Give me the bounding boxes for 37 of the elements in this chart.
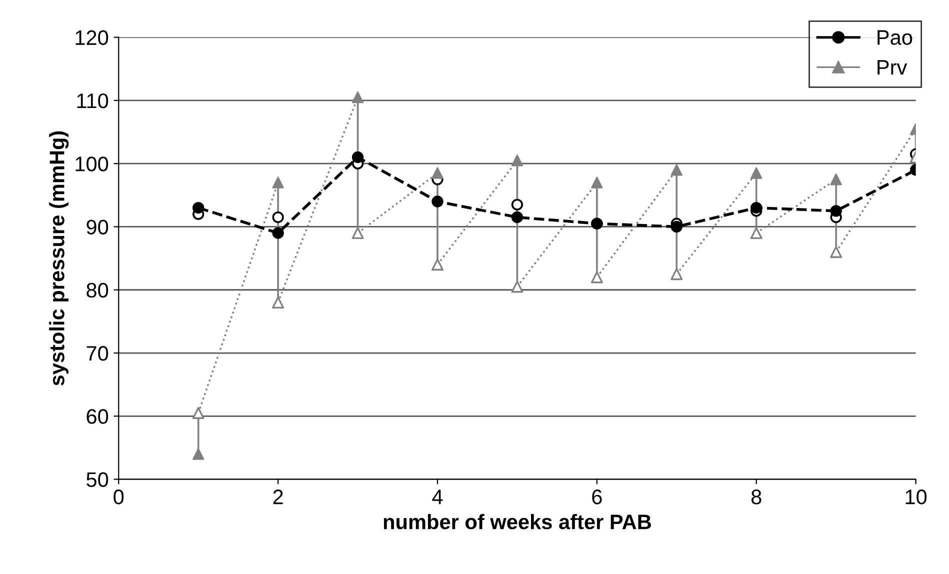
point (272, 176, 284, 188)
point (272, 211, 284, 224)
y-tick-label: 100 (76, 156, 108, 172)
x-axis-title: number of weeks after PAB (384, 514, 651, 530)
point (511, 198, 524, 210)
x-tick-label: 8 (751, 490, 762, 504)
point (432, 167, 444, 179)
y-tick-label: 120 (76, 30, 108, 46)
x-tick-label: 10 (906, 490, 927, 504)
y-tick-label: 90 (86, 220, 108, 234)
point (352, 91, 364, 104)
point (192, 202, 204, 214)
x-tick-label: 4 (432, 490, 443, 504)
point (432, 196, 444, 208)
legend-label: Prv (878, 60, 908, 74)
point (830, 174, 842, 186)
x-tick-label: 0 (114, 490, 124, 504)
point (670, 220, 682, 233)
x-tick-label: 2 (273, 490, 283, 504)
point (511, 154, 524, 166)
x-tick-label: 6 (592, 490, 602, 504)
point (750, 167, 762, 179)
point (352, 151, 364, 164)
y-tick-label: 70 (86, 346, 108, 361)
y-axis-title: systolic pressure (mmHg) (49, 131, 69, 386)
point (750, 202, 762, 214)
legend-label: Pao (878, 30, 912, 45)
point (591, 176, 603, 188)
point (192, 448, 204, 460)
y-tick-label: 50 (86, 472, 108, 488)
y-tick-label: 110 (77, 93, 108, 108)
point (670, 164, 682, 176)
point (511, 211, 524, 224)
point (272, 227, 284, 239)
y-tick-label: 60 (86, 409, 108, 424)
y-tick-label: 80 (86, 282, 108, 298)
point (830, 205, 842, 217)
